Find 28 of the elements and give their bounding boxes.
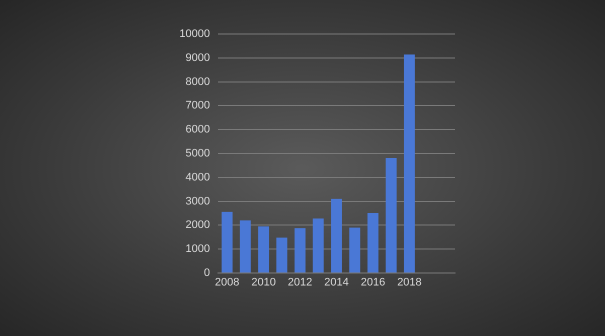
y-tick-label: 4000 bbox=[186, 171, 210, 184]
y-tick-label: 6000 bbox=[186, 124, 210, 136]
y-tick-label: 7000 bbox=[186, 100, 210, 112]
x-tick-label: 2018 bbox=[397, 276, 422, 289]
y-tick-label: 10000 bbox=[179, 28, 210, 40]
bar bbox=[404, 54, 415, 272]
bar bbox=[367, 213, 378, 272]
y-tick-label: 0 bbox=[204, 267, 210, 280]
x-tick-label: 2016 bbox=[360, 276, 386, 289]
bar bbox=[331, 198, 342, 272]
bar bbox=[276, 238, 288, 272]
bar bbox=[386, 158, 397, 272]
bar bbox=[349, 228, 360, 272]
bar bbox=[240, 220, 251, 272]
x-tick-label: 2010 bbox=[251, 276, 276, 289]
y-tick-label: 9000 bbox=[186, 52, 210, 64]
bar bbox=[294, 228, 306, 272]
y-tick-label: 1000 bbox=[186, 243, 210, 256]
bar bbox=[258, 226, 270, 272]
y-tick-label: 5000 bbox=[186, 148, 210, 160]
bar bbox=[312, 218, 324, 272]
x-tick-label: 2014 bbox=[324, 276, 349, 289]
x-tick-label: 2008 bbox=[214, 276, 240, 289]
x-tick-label: 2012 bbox=[288, 276, 312, 289]
bar bbox=[222, 212, 233, 272]
y-tick-label: 2000 bbox=[186, 219, 210, 232]
y-tick-label: 3000 bbox=[186, 195, 210, 208]
y-tick-label: 8000 bbox=[186, 76, 210, 88]
